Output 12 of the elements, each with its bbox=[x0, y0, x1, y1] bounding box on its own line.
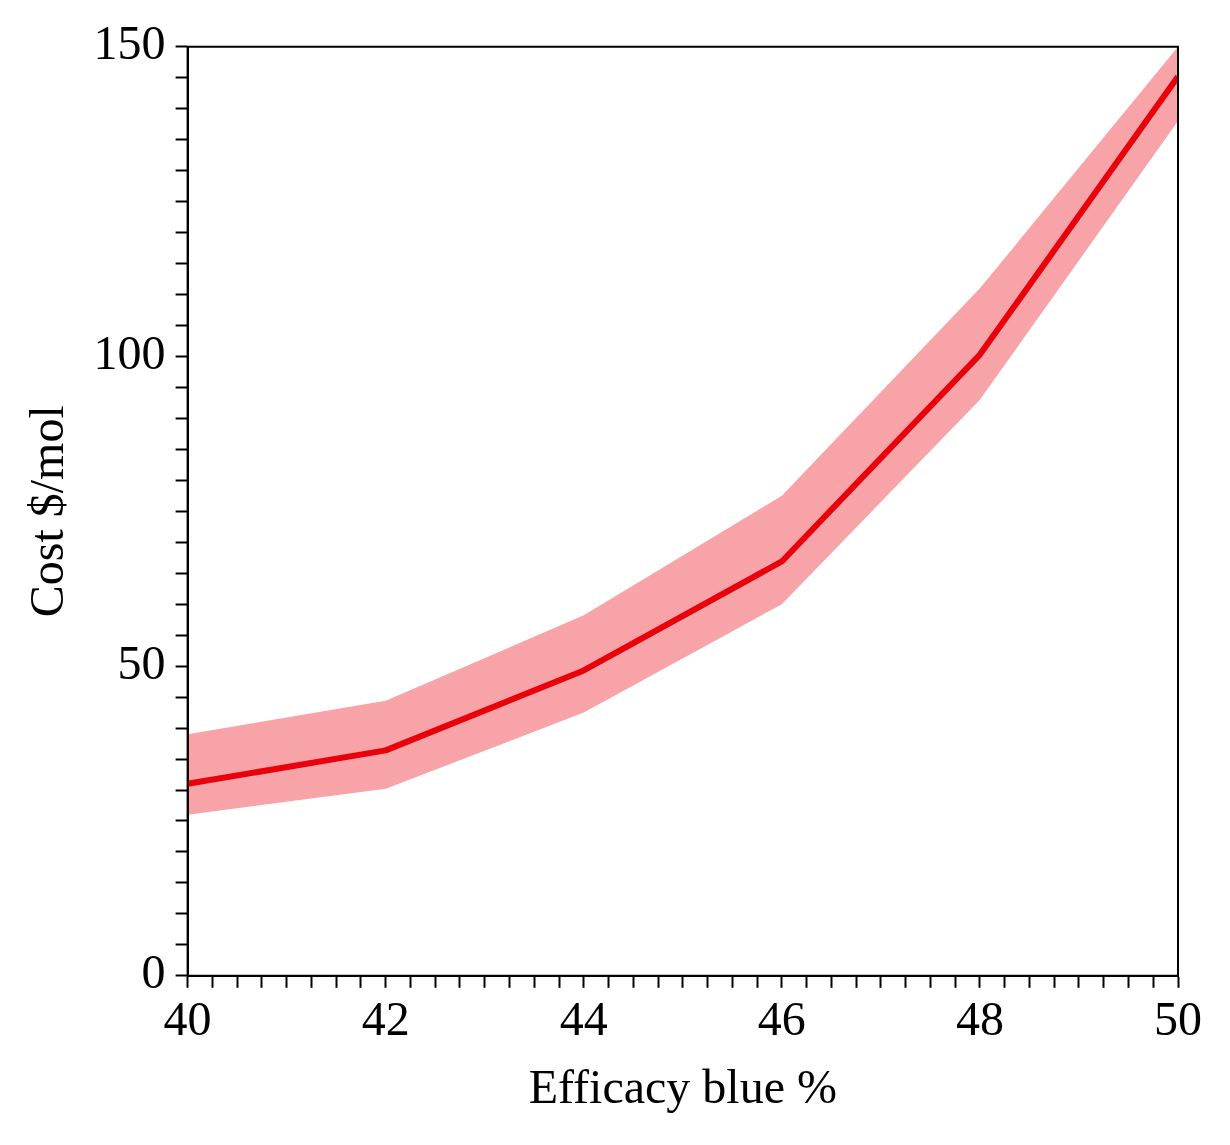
y-tick-label: 150 bbox=[93, 16, 166, 70]
x-tick-label: 40 bbox=[163, 992, 212, 1046]
x-tick-label: 42 bbox=[361, 992, 410, 1046]
x-tick-label: 48 bbox=[955, 992, 1004, 1046]
y-tick-label: 50 bbox=[117, 635, 166, 689]
x-axis-title: Efficacy blue % bbox=[528, 1059, 837, 1113]
x-tick-label: 46 bbox=[757, 992, 806, 1046]
y-axis-title: Cost $/mol bbox=[20, 405, 74, 618]
y-tick-label: 0 bbox=[141, 945, 166, 999]
y-tick-label: 100 bbox=[93, 326, 166, 380]
x-tick-label: 50 bbox=[1154, 992, 1202, 1046]
x-tick-label: 44 bbox=[559, 992, 608, 1046]
